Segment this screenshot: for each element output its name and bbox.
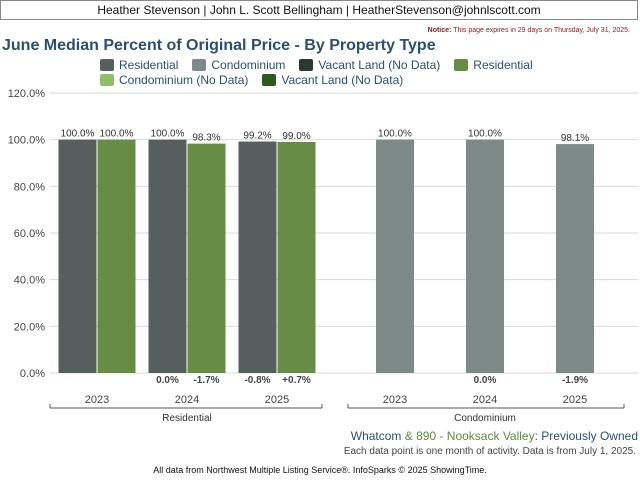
bar [277, 142, 316, 373]
bar [148, 139, 187, 373]
y-tick-label: 120.0% [8, 88, 46, 100]
bar-value-label: 99.0% [282, 131, 310, 142]
bar-value-label: 100.0% [378, 129, 412, 140]
x-tick-label: 2025 [563, 394, 587, 406]
legend-item-vacant-land[interactable]: Vacant Land (No Data) [299, 58, 440, 72]
legend-swatch [100, 58, 114, 71]
group-label: Residential [162, 413, 211, 424]
y-tick-label: 80.0% [14, 181, 45, 193]
change-label: -1.9% [562, 375, 588, 386]
x-tick-label: 2024 [473, 394, 497, 406]
legend-swatch [100, 73, 114, 86]
legend-label: Vacant Land (No Data) [318, 57, 441, 72]
x-tick-label: 2024 [175, 394, 199, 406]
chart-title: June Median Percent of Original Price - … [2, 37, 436, 54]
y-tick-label: 0.0% [20, 368, 45, 380]
y-tick-label: 20.0% [14, 321, 45, 333]
bar-value-label: 98.1% [561, 133, 589, 144]
bar-chart: 0.0% 20.0% 40.0% 60.0% 80.0% 100.0% 120.0% 100.… [8, 88, 638, 424]
legend-item-residential[interactable]: Residential [100, 58, 178, 72]
area-name: Whatcom [350, 429, 402, 443]
legend-label: Residential [119, 57, 179, 72]
legend-label: Vacant Land (No Data) [281, 72, 404, 87]
data-note: Each data point is one month of activity… [343, 446, 636, 457]
y-tick-label: 100.0% [8, 135, 46, 147]
x-tick-label: 2023 [383, 394, 407, 406]
change-label: 0.0% [156, 375, 179, 386]
chart-legend: Residential Condominium Vacant Land (No … [100, 57, 560, 87]
y-tick-label: 60.0% [14, 228, 45, 240]
legend-label: Condominium [211, 57, 286, 72]
bar [376, 139, 414, 373]
legend-row-1: Residential Condominium Vacant Land (No … [100, 57, 560, 72]
bar-value-label: 100.0% [61, 129, 95, 140]
bar [466, 139, 504, 373]
legend-swatch [454, 58, 469, 71]
bar-value-label: 100.0% [151, 129, 185, 140]
legend-swatch [192, 58, 207, 71]
legend-swatch [262, 73, 277, 86]
legend-swatch [299, 58, 314, 71]
bar [97, 139, 136, 373]
legend-item-residential-green[interactable]: Residential [454, 57, 533, 72]
legend-label: Condominium (No Data) [119, 72, 249, 87]
change-label: 0.0% [474, 375, 497, 386]
legend-item-condominium-no-data[interactable]: Condominium (No Data) [100, 73, 248, 87]
area-segment: : Previously Owned [534, 429, 638, 443]
notice-text: This page expires in 29 days on Thursday… [453, 27, 630, 34]
legend-label: Residential [473, 57, 533, 72]
legend-item-vacant-land-no-data[interactable]: Vacant Land (No Data) [262, 73, 403, 87]
bar-value-label: 100.0% [468, 129, 502, 140]
change-label: +0.7% [282, 375, 311, 386]
bar [238, 141, 277, 373]
bar [58, 139, 97, 373]
legend-item-condominium[interactable]: Condominium [192, 58, 285, 72]
expiry-notice: Notice: This page expires in 29 days on … [428, 27, 630, 34]
bar-value-label: 100.0% [100, 129, 134, 140]
x-tick-label: 2023 [85, 394, 109, 406]
x-tick-label: 2025 [265, 394, 289, 406]
group-label: Condominium [454, 413, 516, 424]
change-label: -0.8% [244, 375, 270, 386]
agent-header: Heather Stevenson | John L. Scott Bellin… [0, 0, 638, 20]
legend-row-2: Condominium (No Data) Vacant Land (No Da… [100, 72, 560, 87]
area-subarea: & 890 - Nooksack Valley [401, 429, 535, 443]
notice-label: Notice: [427, 27, 452, 34]
footer-credit: All data from Northwest Multiple Listing… [153, 465, 487, 475]
area-description: Whatcom & 890 - Nooksack Valley: Previou… [351, 429, 638, 443]
bar [187, 143, 226, 373]
bar-value-label: 98.3% [192, 133, 220, 144]
bar [556, 144, 594, 373]
change-label: -1.7% [193, 375, 219, 386]
y-tick-label: 40.0% [14, 275, 45, 287]
bar-value-label: 99.2% [243, 131, 271, 142]
